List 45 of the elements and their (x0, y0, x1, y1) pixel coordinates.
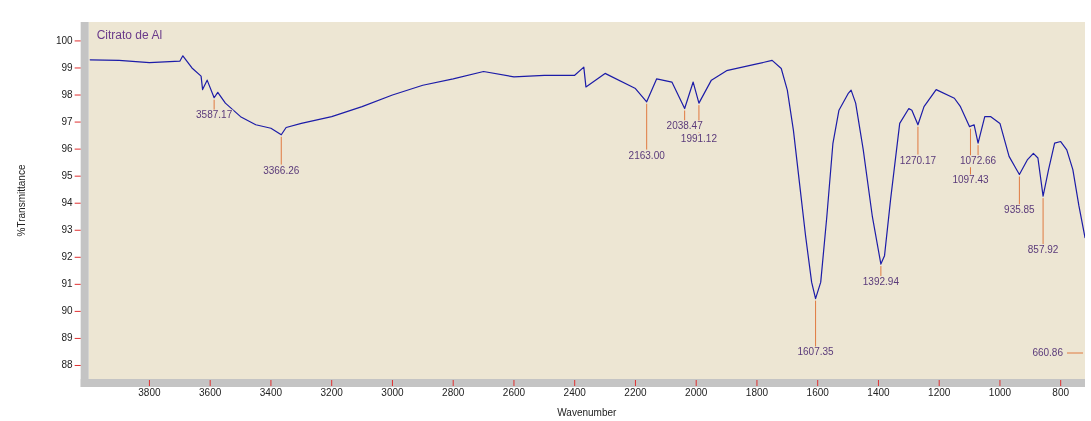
annotation: 1991.12 (680, 132, 718, 144)
annotation: 3587.17 (196, 109, 233, 121)
annotation: 1097.43 (952, 174, 989, 186)
annotation: 660.86 (1032, 346, 1064, 358)
y-tick-label: 94 (61, 196, 74, 208)
y-tick-label: 95 (61, 169, 74, 181)
x-tick-label: 3800 (138, 386, 161, 398)
annotation: 3366.26 (263, 164, 300, 176)
y-tick-label: 98 (61, 88, 74, 100)
x-tick-label: 800 (1052, 386, 1070, 398)
y-tick-label: 89 (61, 332, 74, 344)
x-tick-label: 3000 (381, 386, 404, 398)
x-tick-label: 3600 (199, 386, 222, 398)
x-tick-label: 1400 (867, 386, 891, 398)
y-tick-label: 96 (61, 142, 74, 154)
annotation: 857.92 (1027, 243, 1059, 255)
y-tick-label: 90 (61, 305, 74, 317)
y-tick-label: 88 (61, 359, 74, 371)
x-axis-title: Wavenumber (557, 406, 618, 418)
x-tick-label: 1000 (988, 386, 1012, 398)
y-tick-label: 97 (61, 115, 74, 127)
x-tick-label: 1200 (928, 386, 951, 398)
x-tick-label: 3400 (259, 386, 283, 398)
x-tick-label: 1600 (806, 386, 830, 398)
y-tick-label: 92 (61, 251, 74, 263)
y-axis-title: %Transmittance (15, 164, 27, 237)
y-tick-label: 93 (61, 224, 74, 235)
x-tick-label: 3200 (320, 386, 344, 398)
x-tick-label: 2800 (442, 386, 465, 398)
annotation: 1270.17 (899, 154, 937, 166)
annotation: 1072.66 (960, 154, 997, 166)
x-tick-label: 2000 (685, 386, 708, 398)
y-tick-label: 99 (61, 61, 74, 73)
x-tick-label: 2200 (624, 386, 647, 398)
x-tick-label: 1800 (745, 386, 769, 398)
annotation: 1392.94 (862, 275, 900, 287)
annotation: 2163.00 (628, 149, 666, 161)
annotation: 2038.47 (666, 120, 704, 132)
x-tick-label: 2400 (563, 386, 587, 398)
x-tick-label: 2600 (502, 386, 526, 398)
annotation: 1607.35 (797, 346, 835, 358)
y-tick-label: 100 (56, 34, 74, 46)
annotation: 935.85 (1004, 204, 1036, 216)
text: Citrato de Al (96, 28, 163, 43)
y-tick-label: 91 (61, 278, 74, 290)
